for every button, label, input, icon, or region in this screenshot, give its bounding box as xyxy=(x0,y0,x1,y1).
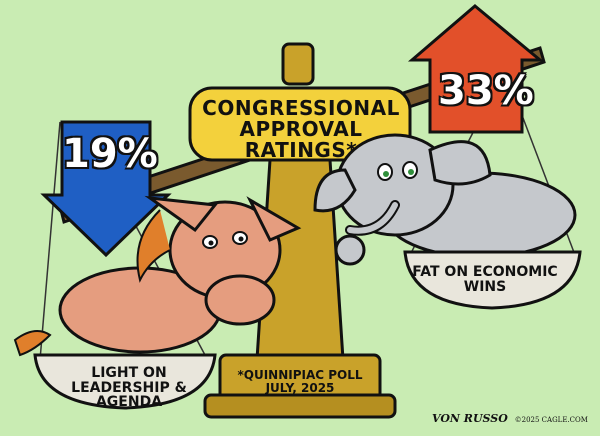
signature: VON RUSSO ©2025 CAGLE.COM xyxy=(432,412,592,425)
donkey-icon xyxy=(13,195,302,357)
elephant-icon xyxy=(313,133,577,266)
right-pan-label: FAT ON ECONOMIC WINS xyxy=(412,264,558,295)
source-note: *QUINNIPIAC POLL JULY, 2025 xyxy=(237,368,363,395)
left-pan xyxy=(33,353,217,410)
title-plaque-shape xyxy=(188,86,412,162)
signature-sub: ©2025 CAGLE.COM xyxy=(514,416,588,424)
right-percent: 33% xyxy=(438,68,534,114)
title-text: CONGRESSIONAL APPROVAL RATINGS* xyxy=(202,96,400,162)
left-pan-label: LIGHT ON LEADERSHIP & AGENDA xyxy=(71,365,187,411)
scale-column xyxy=(203,42,397,419)
down-arrow-icon xyxy=(40,120,172,258)
left-percent: 19% xyxy=(62,131,158,177)
up-arrow-icon xyxy=(407,4,545,134)
right-pan xyxy=(403,250,582,310)
signature-name: VON RUSSO xyxy=(432,412,508,425)
